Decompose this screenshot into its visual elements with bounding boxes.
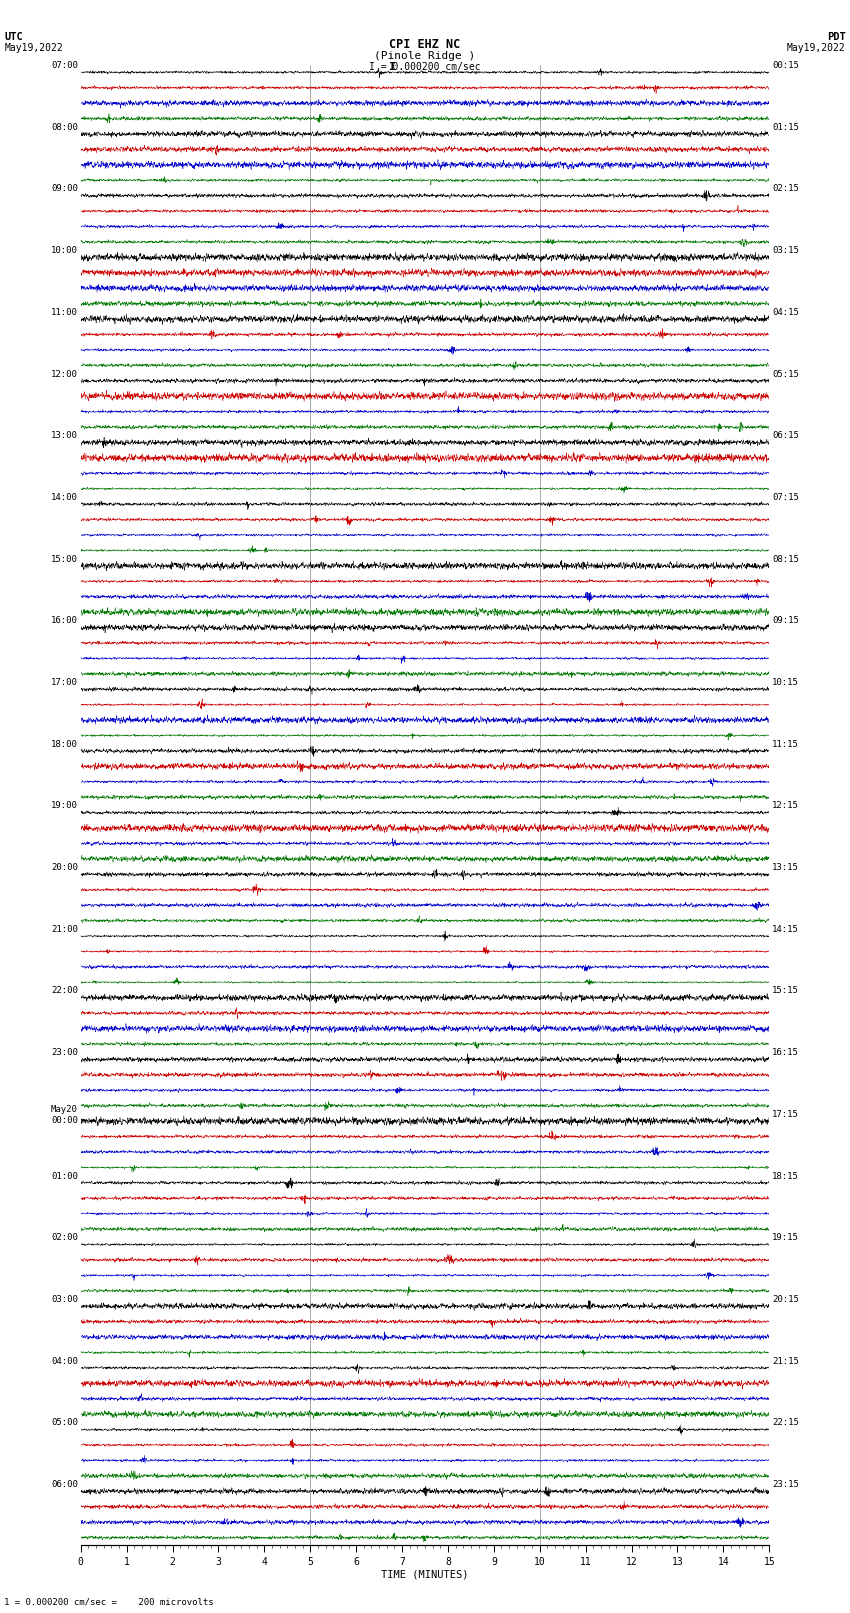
Text: May19,2022: May19,2022 xyxy=(787,44,846,53)
Text: PDT: PDT xyxy=(827,32,846,42)
Text: UTC: UTC xyxy=(4,32,23,42)
Text: 1 = 0.000200 cm/sec =    200 microvolts: 1 = 0.000200 cm/sec = 200 microvolts xyxy=(4,1597,214,1607)
Text: I: I xyxy=(388,61,395,71)
Text: (Pinole Ridge ): (Pinole Ridge ) xyxy=(374,52,476,61)
Text: I = 0.000200 cm/sec: I = 0.000200 cm/sec xyxy=(369,61,481,71)
X-axis label: TIME (MINUTES): TIME (MINUTES) xyxy=(382,1569,468,1579)
Text: CPI EHZ NC: CPI EHZ NC xyxy=(389,37,461,50)
Text: May19,2022: May19,2022 xyxy=(4,44,63,53)
